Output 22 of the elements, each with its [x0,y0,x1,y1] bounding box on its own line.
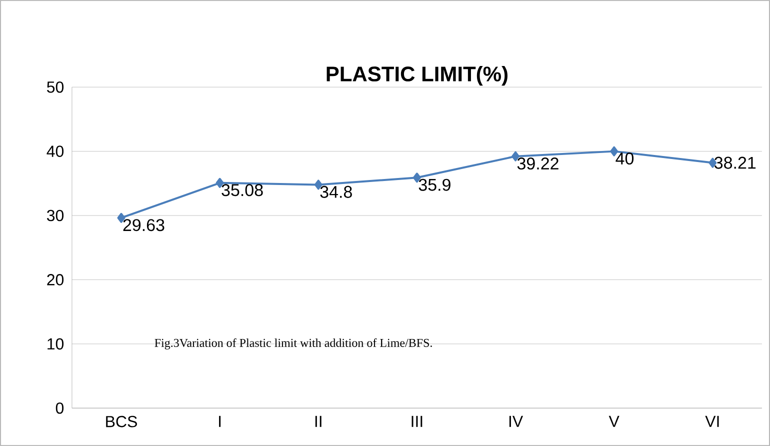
data-label: 29.63 [123,219,164,232]
y-tick-label: 10 [48,338,64,350]
data-label: 39.22 [517,158,558,170]
data-label: 38.21 [714,156,756,169]
chart-title: PLASTIC LIMIT(%) [326,66,508,86]
x-tick-label: III [412,416,422,427]
data-label: 34.8 [320,186,352,198]
x-tick-label: II [315,416,322,427]
x-tick-label: I [219,416,221,427]
x-tick-label: IV [509,416,524,427]
y-tick-label: 30 [46,210,64,222]
y-tick-label: 40 [46,146,64,157]
data-label: 35.9 [418,178,450,191]
y-tick-label: 20 [47,274,64,286]
x-tick-label: BCS [106,416,137,428]
annotation: Fig.3Variation of Plastic limit with addition of Lime/BFS. [154,338,432,350]
y-tick-label: 50 [47,81,64,93]
x-tick-label: V [608,416,620,427]
x-tick-label: VI [705,416,719,427]
y-tick-label: 0 [56,402,64,414]
data-label: 35.08 [222,184,263,196]
data-label: 40 [616,152,634,165]
